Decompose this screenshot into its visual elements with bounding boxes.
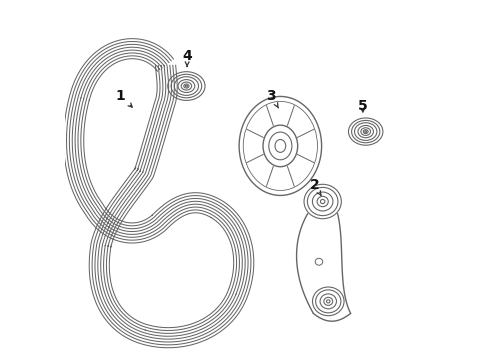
Text: 3: 3 bbox=[266, 89, 278, 108]
Text: 2: 2 bbox=[309, 178, 321, 195]
Text: 4: 4 bbox=[182, 49, 192, 66]
Text: 5: 5 bbox=[357, 99, 367, 113]
Text: 1: 1 bbox=[116, 89, 132, 107]
